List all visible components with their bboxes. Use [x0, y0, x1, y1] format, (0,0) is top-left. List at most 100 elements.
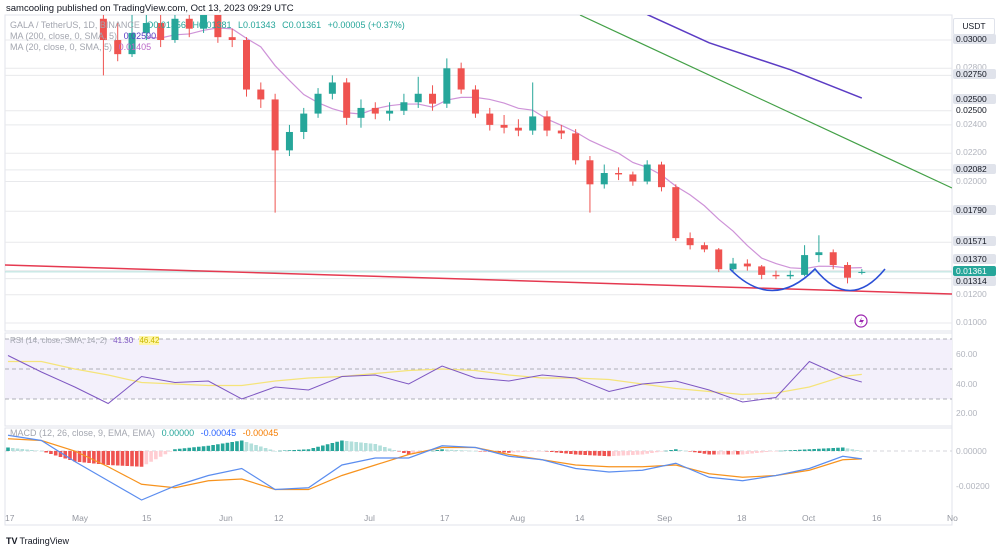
- candle-body: [700, 245, 708, 250]
- macd-histogram-bar: [287, 450, 292, 451]
- ohlc-low: L0.01343: [238, 20, 276, 30]
- symbol-name[interactable]: GALA / TetherUS, 1D, BINANCE: [10, 20, 140, 30]
- macd-histogram-bar: [721, 451, 726, 455]
- macd-histogram-bar: [459, 450, 463, 451]
- ma20-label: MA (20, close, 0, SMA, 5): [10, 42, 113, 52]
- macd-histogram-bar: [368, 443, 373, 451]
- macd-histogram-bar: [173, 449, 177, 451]
- macd-histogram-bar: [139, 451, 144, 467]
- candle: [300, 107, 308, 140]
- flash-icon[interactable]: [854, 314, 868, 328]
- candle: [643, 160, 651, 185]
- macd-pane-border: [4, 427, 953, 526]
- macd-histogram-bar: [516, 451, 521, 453]
- macd-histogram-bar: [850, 449, 855, 451]
- macd-histogram-bar: [34, 450, 39, 451]
- macd-histogram-bar: [449, 449, 454, 451]
- macd-histogram-bar: [363, 443, 368, 451]
- macd-histogram-bar: [359, 442, 363, 451]
- macd-histogram-bar: [817, 448, 821, 451]
- macd-legend[interactable]: MACD (12, 26, close, 9, EMA, EMA) 0.0000…: [10, 428, 278, 438]
- macd-histogram-bar: [683, 450, 688, 452]
- macd-histogram-bar: [826, 448, 831, 451]
- candle: [615, 167, 623, 181]
- candle: [786, 270, 794, 280]
- macd-histogram-bar: [53, 451, 58, 456]
- candle-body: [386, 110, 394, 114]
- candle: [500, 114, 508, 134]
- macd-histogram-bar: [855, 450, 859, 451]
- candle: [114, 23, 122, 62]
- macd-histogram-bar: [321, 445, 325, 451]
- macd-histogram-bar: [554, 451, 559, 453]
- macd-histogram-bar: [10, 448, 15, 451]
- rsi-axis-label: 60.00: [956, 349, 978, 359]
- macd-histogram-bar: [831, 448, 836, 451]
- currency-button[interactable]: USDT: [953, 18, 995, 35]
- candle-body: [328, 82, 336, 94]
- candle-body: [500, 124, 508, 128]
- macd-histogram-bar: [134, 451, 139, 467]
- red-trendline: [5, 264, 952, 295]
- ma200-label: MA (200, close, 0, SMA, 5): [10, 31, 118, 41]
- macd-histogram-bar: [573, 451, 578, 455]
- macd-histogram-bar: [6, 447, 10, 451]
- candle-body: [529, 116, 537, 131]
- candle-body: [400, 102, 408, 111]
- candle: [815, 235, 823, 263]
- candle-body: [357, 107, 365, 118]
- candle-body: [657, 164, 665, 188]
- price-axis-label: 0.02082: [953, 163, 996, 174]
- rsi-legend[interactable]: RSI (14, close, SMA, 14, 2) 41.30 46.42: [10, 336, 160, 345]
- double-bottom-pattern: [729, 267, 886, 292]
- macd-histogram-bar: [235, 441, 239, 451]
- candle-body: [243, 40, 250, 90]
- candle-body: [142, 23, 150, 33]
- candle-body: [285, 131, 293, 151]
- macd-histogram-bar: [44, 451, 48, 453]
- macd-histogram-bar: [635, 451, 640, 455]
- candle-body: [829, 252, 837, 265]
- macd-histogram-bar: [77, 451, 82, 462]
- price-axis-label: 0.01314: [953, 275, 996, 286]
- macd-histogram-bar: [39, 451, 44, 452]
- macd-histogram-bar: [507, 451, 511, 453]
- ma20-legend[interactable]: MA (20, close, 0, SMA, 5) 0.01405: [10, 42, 151, 52]
- price-axis-label: 0.02000: [956, 175, 987, 186]
- candle-body: [572, 133, 580, 161]
- macd-histogram-bar: [282, 450, 287, 451]
- macd-histogram-bar: [778, 450, 783, 452]
- candle-body: [343, 82, 351, 118]
- candle: [700, 242, 708, 253]
- tradingview-logo: TV TradingView: [6, 536, 69, 546]
- macd-histogram-bar: [211, 445, 215, 451]
- candle: [314, 88, 322, 118]
- candle-body: [543, 116, 551, 131]
- macd-histogram-bar: [216, 444, 220, 451]
- candle: [142, 15, 150, 40]
- candle-body: [858, 271, 866, 273]
- time-axis-label: 15: [142, 513, 152, 523]
- candle: [829, 249, 837, 270]
- macd-histogram-bar: [120, 451, 125, 466]
- candle: [386, 102, 394, 121]
- macd-histogram-bar: [383, 447, 387, 451]
- candle-body: [99, 18, 107, 40]
- ohlc-high: H0.01381: [192, 20, 232, 30]
- macd-histogram-bar: [731, 451, 735, 455]
- macd-histogram-bar: [602, 451, 607, 456]
- main-plot: [5, 15, 952, 295]
- macd-histogram-bar: [616, 451, 621, 456]
- macd-histogram-bar: [82, 451, 87, 463]
- macd-histogram-bar: [197, 446, 201, 451]
- macd-histogram-bar: [621, 451, 626, 456]
- ma200-legend[interactable]: MA (200, close, 0, SMA, 5) 0.02590: [10, 31, 156, 41]
- macd-histogram-bar: [259, 446, 263, 451]
- macd-histogram-bar: [631, 451, 635, 455]
- macd-histogram-bar: [182, 448, 187, 451]
- time-axis-label: 12: [274, 513, 284, 523]
- macd-histogram-bar: [292, 450, 296, 451]
- candle: [285, 124, 293, 157]
- price-axis-label: 0.01200: [956, 288, 987, 299]
